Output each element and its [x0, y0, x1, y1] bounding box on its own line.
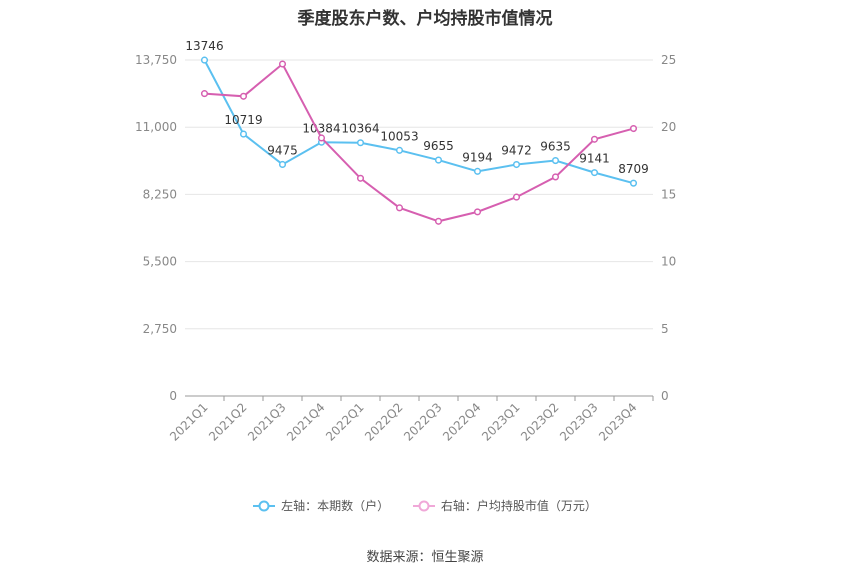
data-label: 9635	[540, 140, 571, 154]
y-left-tick-label: 2,750	[143, 322, 177, 336]
data-point-left	[278, 160, 287, 169]
data-point-right	[473, 208, 482, 216]
data-point-left	[473, 167, 482, 175]
x-tick-label: 2022Q4	[440, 400, 484, 444]
data-label: 10364	[341, 122, 379, 136]
data-point-left	[590, 169, 599, 177]
legend: 左轴：本期数（户） 右轴：户均持股市值（万元）	[0, 497, 850, 515]
legend-label-left: 左轴：本期数（户）	[281, 499, 390, 513]
x-tick-label: 2022Q1	[323, 400, 367, 444]
x-tick-label: 2023Q2	[518, 400, 562, 444]
legend-item-right-series[interactable]: 右轴：户均持股市值（万元）	[412, 497, 597, 514]
data-point-right	[395, 204, 404, 212]
data-label: 9194	[462, 150, 493, 164]
chart-title: 季度股东户数、户均持股市值情况	[297, 9, 553, 29]
data-point-right	[434, 217, 443, 225]
data-label: 10053	[380, 129, 418, 143]
data-label: 9472	[501, 144, 532, 158]
legend-label-right: 右轴：户均持股市值（万元）	[440, 499, 597, 513]
data-point-right	[590, 135, 599, 143]
data-label: 8709	[618, 162, 649, 176]
y-right-tick-label: 25	[661, 53, 676, 67]
data-point-right	[356, 174, 365, 182]
data-label: 9655	[423, 139, 454, 153]
y-right-tick-label: 20	[661, 120, 676, 134]
series-line-left	[203, 59, 634, 185]
y-left-tick-label: 0	[169, 389, 177, 403]
data-label: 10719	[224, 113, 262, 127]
data-label: 9141	[579, 152, 610, 166]
data-label: 13746	[185, 39, 223, 53]
y-right-tick-label: 15	[661, 187, 676, 201]
data-point-right	[551, 173, 560, 181]
x-tick-label: 2021Q4	[284, 400, 328, 444]
data-point-left	[551, 157, 560, 165]
data-point-right	[239, 92, 248, 100]
data-point-left	[434, 156, 443, 164]
series-line-right	[204, 62, 634, 223]
y-left-tick-label: 5,500	[143, 255, 177, 269]
legend-swatch-left-icon	[253, 500, 276, 511]
data-point-right	[278, 60, 287, 68]
data-label: 9475	[267, 143, 298, 157]
x-tick-label: 2023Q4	[596, 400, 640, 444]
data-point-right	[200, 90, 209, 98]
x-tick-label: 2021Q1	[167, 400, 211, 444]
data-point-right	[512, 193, 521, 201]
data-point-left	[512, 160, 521, 169]
legend-item-left-series[interactable]: 左轴：本期数（户）	[253, 497, 389, 514]
y-left-tick-label: 8,250	[143, 187, 177, 201]
x-tick-label: 2022Q2	[362, 400, 406, 444]
data-point-right	[629, 124, 638, 133]
source-note: 数据来源：恒生聚源	[366, 550, 484, 565]
y-right-tick-label: 10	[661, 255, 676, 269]
x-tick-label: 2021Q3	[245, 400, 289, 444]
x-tick-label: 2023Q1	[479, 400, 523, 444]
y-right-tick-label: 5	[661, 322, 669, 336]
data-point-left	[200, 56, 209, 64]
x-tick-label: 2023Q3	[557, 400, 601, 444]
data-point-left	[629, 179, 638, 187]
x-tick-label: 2021Q2	[206, 400, 250, 444]
data-point-left	[395, 146, 404, 154]
y-left-tick-label: 13,750	[135, 53, 177, 67]
data-point-right	[317, 134, 326, 142]
y-left-tick-label: 11,000	[135, 120, 177, 134]
data-point-left	[356, 139, 365, 147]
data-label: 10384	[302, 121, 340, 135]
y-right-tick-label: 0	[661, 389, 669, 403]
x-tick-label: 2022Q3	[401, 400, 445, 444]
legend-swatch-right-icon	[412, 500, 435, 511]
data-point-left	[239, 130, 248, 138]
